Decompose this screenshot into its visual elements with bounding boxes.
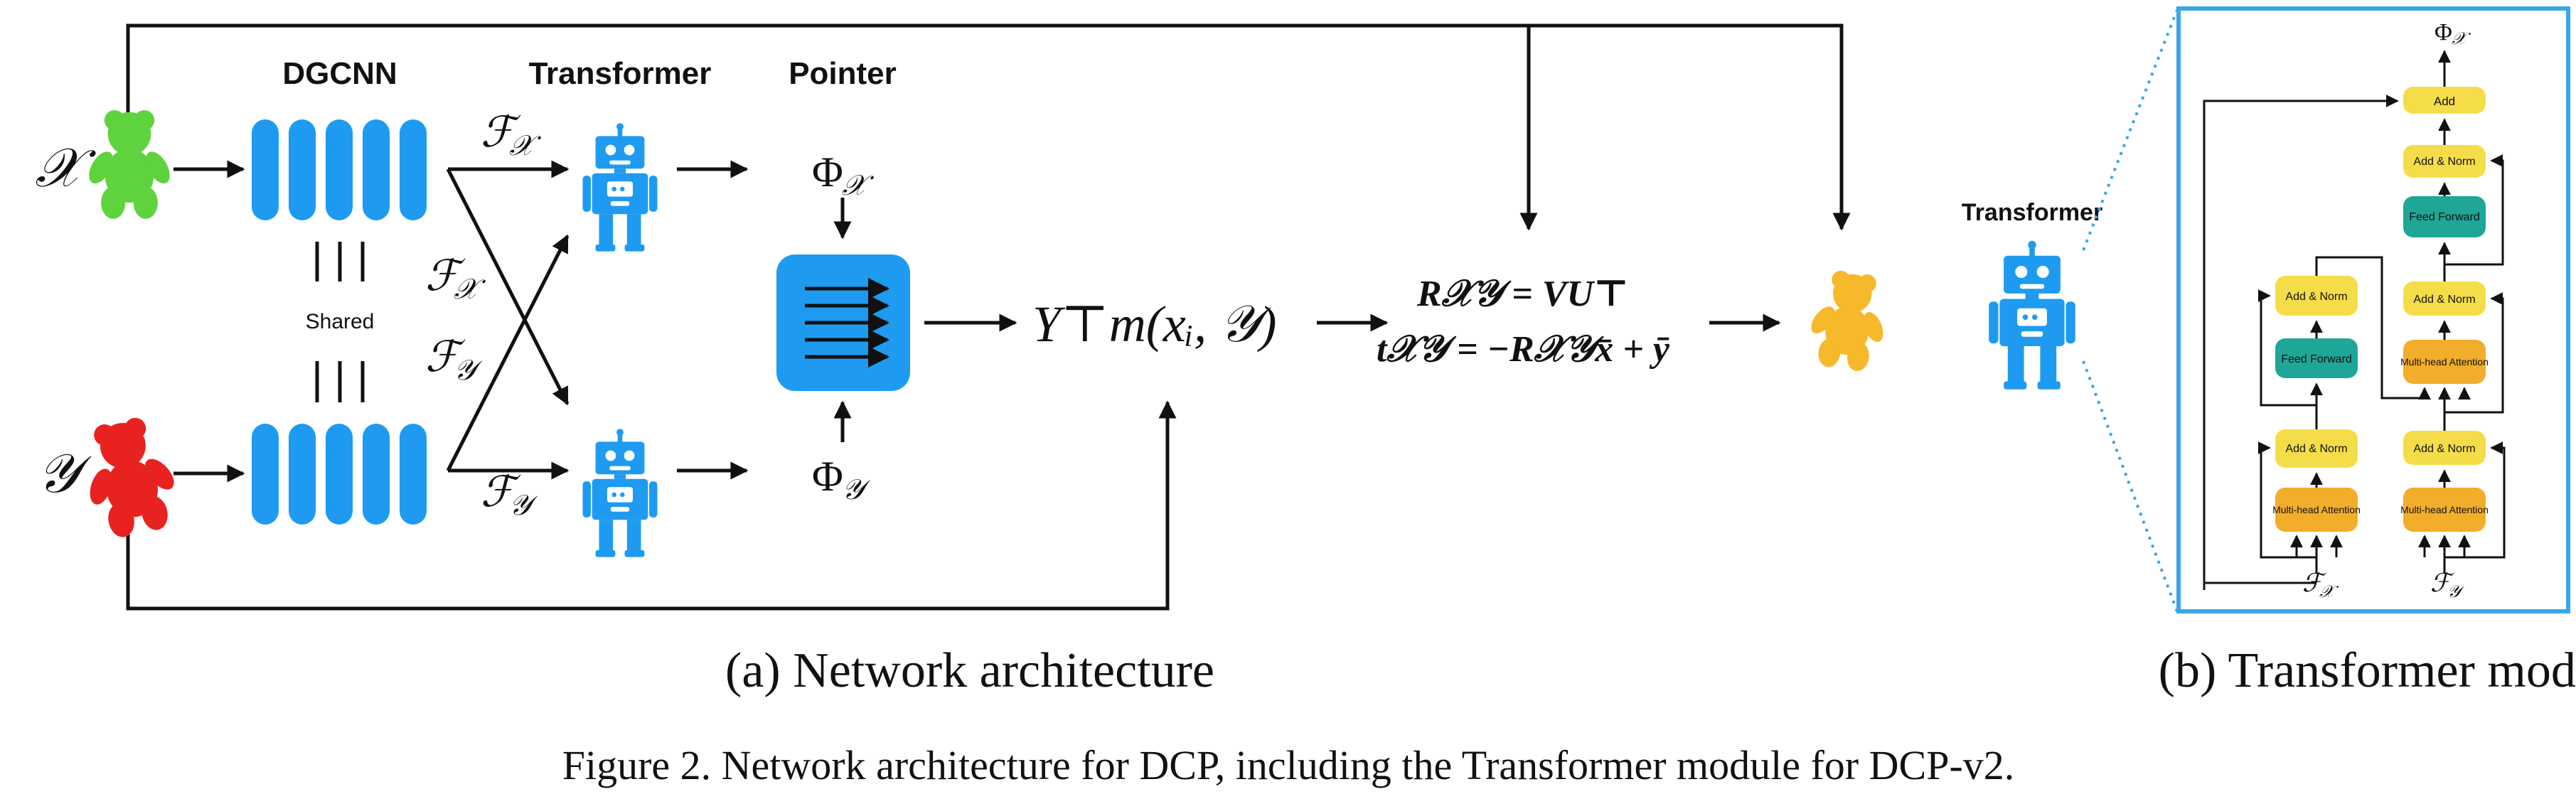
decoder-input-subscript: 𝒴 <box>2447 583 2465 601</box>
zoom-line-bottom <box>2082 360 2179 612</box>
phi-x-subscript: 𝒳 <box>842 169 875 201</box>
decoder-attention1-label: Multi-head Attention <box>2400 504 2489 515</box>
encoder-attention-box <box>2275 488 2358 532</box>
decoder-input-residual <box>2444 441 2506 559</box>
feat-x-subscript-top: 𝒳 <box>509 129 542 161</box>
figure-caption: Figure 2. Network architecture for DCP, … <box>562 742 2015 788</box>
svd-rotation-formula: R𝒳𝒴 = VU⊤ <box>1416 274 1629 314</box>
pointer-block <box>776 254 910 391</box>
shared-weights-bars-top <box>315 242 365 281</box>
feat-y-subscript-bottom: 𝒴 <box>509 489 538 521</box>
label-feat-x-top: ℱ 𝒳 <box>481 109 542 161</box>
add-residual-line <box>2203 95 2399 590</box>
dgcnn-block-top <box>252 119 427 220</box>
decoder-norm3-box <box>2403 145 2486 178</box>
label-phi-out: Φ 𝒳 <box>2435 19 2471 48</box>
arrow-fy-cross-up <box>446 234 570 472</box>
red-bear-icon <box>70 411 188 544</box>
shared-label: Shared <box>306 310 375 333</box>
phi-out-symbol: Φ <box>2435 19 2452 45</box>
panel-a: DGCNN Transformer Pointer 𝒳 𝒴 Shared <box>35 23 1896 698</box>
bottom-skip-connection <box>126 400 1177 611</box>
input-y-symbol: 𝒴 <box>37 444 92 504</box>
phi-x-symbol: Φ <box>812 149 843 195</box>
decoder-attention1-box <box>2403 488 2486 532</box>
decoder-norm3-label: Add & Norm <box>2413 156 2475 168</box>
header-pointer: Pointer <box>789 56 897 91</box>
yellow-bear-icon <box>1801 267 1896 375</box>
decoder-norm1-box <box>2403 431 2486 465</box>
subcaption-a: (a) Network architecture <box>725 643 1214 698</box>
panel-b: Transformer Φ 𝒳 Add Add & Norm Feed Forw… <box>1962 6 2576 698</box>
encoder-input-label: ℱ 𝒳 <box>2302 569 2339 601</box>
label-phi-y: Φ 𝒴 <box>812 453 871 505</box>
label-phi-x: Φ 𝒳 <box>812 149 875 201</box>
encoder-norm1-box <box>2275 429 2358 468</box>
encoder-norm2-label: Add & Norm <box>2285 291 2347 303</box>
decoder-residual-1 <box>2444 292 2504 414</box>
encoder-input-residual <box>2257 441 2316 559</box>
decoder-attention2-inputs <box>2418 387 2471 400</box>
encoder-norm2-box <box>2275 276 2358 316</box>
decoder-ffn-label: Feed Forward <box>2409 211 2480 223</box>
robot-icon-top <box>582 123 658 252</box>
decoder-norm1-label: Add & Norm <box>2413 443 2475 455</box>
feat-x-subscript-middle: 𝒳 <box>454 273 486 305</box>
encoder-ffn-label: Feed Forward <box>2281 353 2352 365</box>
decoder-attention2-label: Multi-head Attention <box>2400 356 2489 368</box>
pointer-arrows-icon <box>805 278 889 368</box>
decoder-norm2-box <box>2403 281 2486 316</box>
transformer-module-frame <box>2176 6 2570 613</box>
label-feat-y-bottom: ℱ 𝒴 <box>481 468 538 521</box>
encoder-attention-inputs <box>2290 535 2343 557</box>
dgcnn-block-bottom <box>252 424 427 525</box>
encoder-input-line <box>2204 557 2318 584</box>
add-label: Add <box>2434 95 2455 108</box>
subcaption-b: (b) Transformer module <box>2159 643 2576 698</box>
shared-weights-bars-bottom <box>315 361 365 402</box>
encoder-output-to-decoder <box>2315 256 2425 400</box>
phi-y-subscript: 𝒴 <box>842 473 871 505</box>
header-transformer: Transformer <box>529 56 712 91</box>
robot-icon-panel-b <box>1989 240 2075 390</box>
encoder-attention-label: Multi-head Attention <box>2272 504 2361 515</box>
phi-out-subscript: 𝒳 <box>2452 30 2471 48</box>
pointer-output-formula: Y⊤m(xᵢ, 𝒴) <box>1032 296 1277 353</box>
decoder-ffn-box <box>2403 196 2486 237</box>
decoder-norm2-label: Add & Norm <box>2413 294 2475 306</box>
decoder-attention2-box <box>2403 340 2486 384</box>
decoder-attention1-inputs <box>2418 535 2471 557</box>
robot-icon-bottom <box>582 429 658 557</box>
green-bear-icon <box>84 109 175 219</box>
input-x-symbol: 𝒳 <box>35 139 96 198</box>
top-skip-connection <box>126 23 1851 231</box>
phi-y-symbol: Φ <box>812 453 843 500</box>
feat-y-subscript-middle: 𝒴 <box>454 354 483 386</box>
decoder-input-label: ℱ 𝒴 <box>2430 569 2465 601</box>
panel-b-robot-label: Transformer <box>1962 199 2102 226</box>
header-dgcnn: DGCNN <box>282 56 397 91</box>
encoder-ffn-box <box>2275 338 2358 378</box>
arrow-fx-cross-down <box>446 168 570 406</box>
encoder-residual-2 <box>2257 289 2316 407</box>
decoder-residual-2 <box>2444 154 2504 266</box>
label-feat-y-middle: ℱ 𝒴 <box>425 333 483 386</box>
svd-translation-formula: t𝒳𝒴 = −R𝒳𝒴x̄ + ȳ <box>1377 329 1670 370</box>
label-feat-x-middle: ℱ 𝒳 <box>425 252 486 305</box>
add-box <box>2403 87 2486 114</box>
zoom-line-top <box>2082 9 2179 251</box>
encoder-input-subscript: 𝒳 <box>2319 583 2339 601</box>
encoder-norm1-label: Add & Norm <box>2285 443 2347 455</box>
